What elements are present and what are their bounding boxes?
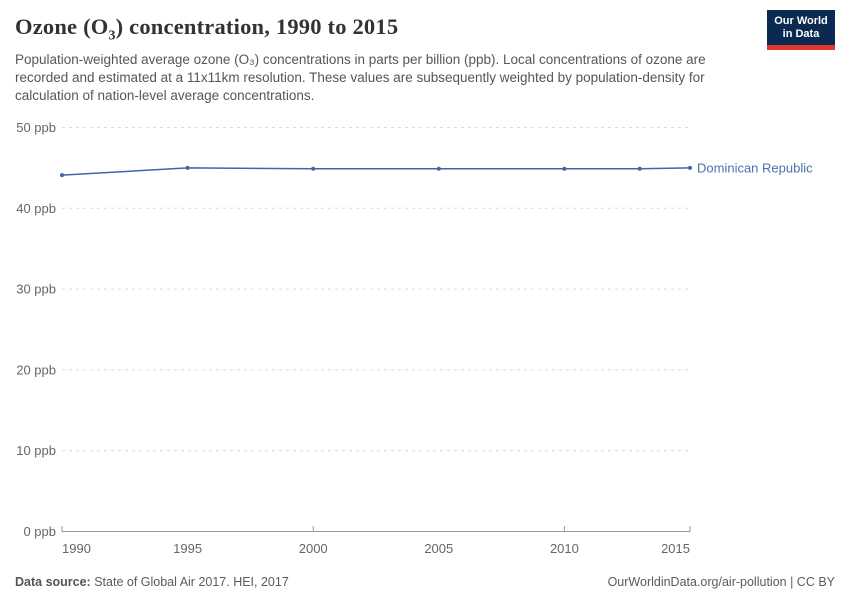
y-tick-label: 30 ppb: [16, 282, 56, 297]
license-link[interactable]: OurWorldinData.org/air-pollution | CC BY: [607, 575, 835, 589]
x-tick-label: 1995: [173, 541, 202, 556]
data-source-value: State of Global Air 2017. HEI, 2017: [94, 575, 289, 589]
data-point[interactable]: [60, 173, 64, 178]
y-tick-label: 40 ppb: [16, 201, 56, 216]
y-tick-label: 10 ppb: [16, 443, 56, 458]
title-text-after: ) concentration, 1990 to 2015: [115, 14, 399, 39]
title-text: Ozone (O: [15, 14, 109, 39]
page-title: Ozone (O3) concentration, 1990 to 2015: [15, 13, 399, 43]
logo-line2: in Data: [782, 28, 820, 40]
y-tick-label: 0 ppb: [23, 524, 56, 539]
x-tick-label: 2010: [550, 541, 579, 556]
data-source: Data source: State of Global Air 2017. H…: [15, 575, 289, 589]
data-point[interactable]: [637, 166, 642, 171]
data-point[interactable]: [311, 166, 316, 171]
title-subscript: 3: [108, 28, 116, 44]
series-line[interactable]: [61, 167, 691, 176]
x-tick-label: 1990: [62, 541, 91, 556]
y-tick-label: 20 ppb: [16, 362, 56, 377]
x-tick-label: 2015: [661, 541, 690, 556]
data-point[interactable]: [562, 166, 567, 171]
data-source-label: Data source:: [15, 575, 91, 589]
data-point[interactable]: [436, 166, 441, 171]
logo-line1: Our World: [774, 15, 828, 27]
data-point[interactable]: [688, 165, 692, 170]
data-point[interactable]: [185, 165, 190, 170]
x-tick-label: 2005: [424, 541, 453, 556]
x-tick-label: 2000: [299, 541, 328, 556]
y-tick-label: 50 ppb: [16, 120, 56, 135]
series-label: Dominican Republic: [697, 160, 813, 175]
chart-subtitle: Population-weighted average ozone (O₃) c…: [15, 52, 706, 103]
chart-footer: Data source: State of Global Air 2017. H…: [15, 575, 835, 589]
owid-logo[interactable]: Our World in Data: [767, 10, 835, 50]
